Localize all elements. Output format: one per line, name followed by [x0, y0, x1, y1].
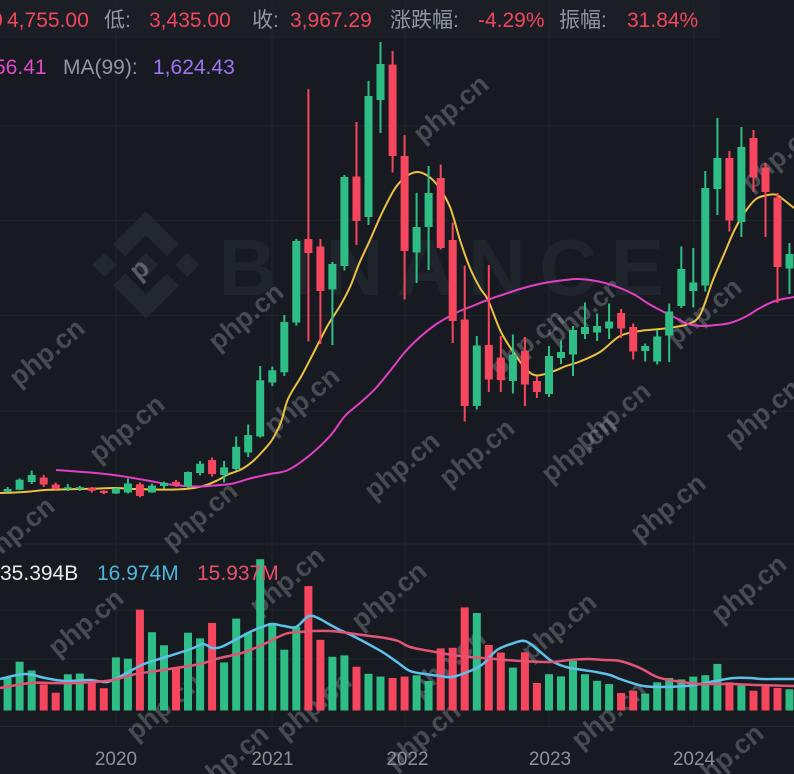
svg-text:16.974M: 16.974M: [97, 562, 179, 585]
svg-text:3,435.00: 3,435.00: [149, 9, 231, 32]
svg-text:振幅:: 振幅:: [559, 9, 607, 32]
svg-text:2023: 2023: [529, 749, 571, 770]
svg-text:15.937M: 15.937M: [197, 562, 279, 585]
svg-text:2021: 2021: [251, 749, 293, 770]
svg-text:低:: 低:: [104, 9, 131, 32]
svg-text:收:: 收:: [252, 9, 279, 32]
svg-text:2020: 2020: [95, 749, 137, 770]
svg-text:2022: 2022: [386, 749, 428, 770]
svg-text:-4.29%: -4.29%: [478, 9, 545, 32]
svg-text:涨跌幅:: 涨跌幅:: [390, 9, 459, 32]
svg-text:4,755.00: 4,755.00: [7, 9, 89, 32]
svg-text:0: 0: [0, 9, 3, 32]
svg-text:MA(99):: MA(99):: [63, 56, 138, 79]
svg-text:31.84%: 31.84%: [627, 9, 698, 32]
svg-text:56.41: 56.41: [0, 56, 47, 79]
svg-text:3,967.29: 3,967.29: [290, 9, 372, 32]
svg-text:1,624.43: 1,624.43: [153, 56, 235, 79]
svg-text:35.394B: 35.394B: [0, 562, 78, 585]
svg-text:2024: 2024: [673, 749, 716, 770]
svg-text:BINANCE: BINANCE: [219, 223, 678, 312]
